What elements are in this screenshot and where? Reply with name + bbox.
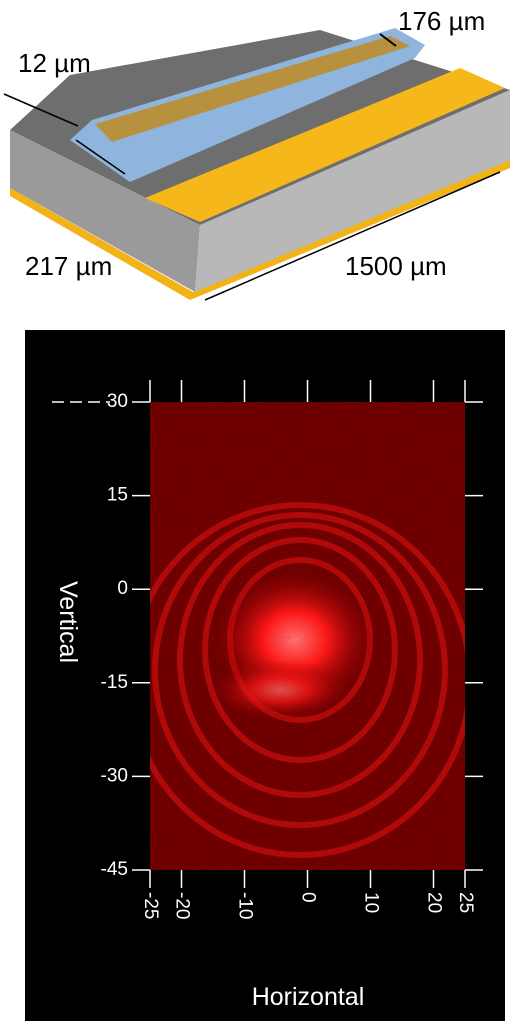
label-217: 217 µm — [25, 251, 112, 281]
y-tick-label: 30 — [107, 391, 128, 412]
x-tick-label: 10 — [360, 892, 381, 913]
label-12: 12 µm — [18, 48, 91, 78]
x-tick-label: -10 — [234, 892, 255, 919]
x-tick-label: 25 — [455, 892, 476, 913]
device-diagram: 176 µm 12 µm 217 µm 1500 µm — [3, 6, 510, 301]
y-tick-label: 0 — [117, 578, 128, 599]
y-tick-label: -15 — [101, 672, 128, 693]
x-tick-label: -25 — [140, 892, 161, 919]
x-axis-label: Horizontal — [252, 983, 365, 1011]
y-tick-label: -45 — [101, 859, 128, 880]
y-tick-label: -30 — [101, 765, 128, 786]
slab-front-face — [195, 90, 510, 292]
gold-stripe — [145, 68, 505, 222]
arrow-176 — [379, 33, 397, 47]
leader — [3, 93, 79, 127]
y-axis-label: Vertical — [54, 581, 82, 663]
gold-bottom — [10, 160, 510, 300]
slab-left-face — [10, 130, 200, 292]
x-tick-label: 20 — [423, 892, 444, 913]
x-tick-label: -20 — [171, 892, 192, 919]
label-1500: 1500 µm — [345, 251, 447, 281]
x-tick-label: 0 — [297, 892, 318, 903]
arrow-12 — [75, 139, 126, 175]
y-tick-label: 15 — [107, 485, 128, 506]
far-field-image — [150, 402, 465, 870]
label-176: 176 µm — [398, 6, 485, 36]
ridge-top — [95, 36, 410, 142]
arrow-1500 — [204, 171, 501, 301]
